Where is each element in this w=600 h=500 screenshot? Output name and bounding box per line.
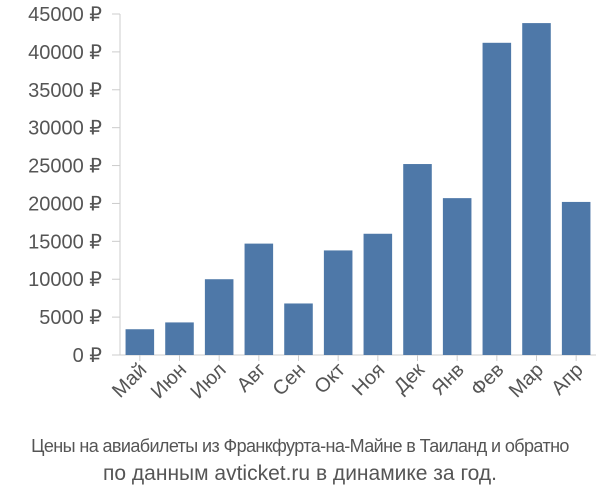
x-tick-label: Мар <box>505 359 548 402</box>
y-tick-label: 30000 ₽ <box>28 118 102 140</box>
bar-1 <box>125 329 155 355</box>
x-tick-label: Май <box>108 359 151 402</box>
x-tick-label: Фев <box>467 359 509 401</box>
bar-8 <box>403 164 432 355</box>
y-tick-label: 15000 ₽ <box>28 231 102 253</box>
chart-caption-line-1: Цены на авиабилеты из Франкфурта-на-Майн… <box>31 436 569 456</box>
x-tick-label: Дек <box>390 359 429 398</box>
x-tick-label: Июл <box>186 359 230 403</box>
x-tick-label: Апр <box>547 359 588 400</box>
y-tick-label: 45000 ₽ <box>28 4 102 26</box>
bar-9 <box>442 198 472 355</box>
bar-10 <box>482 42 512 355</box>
bar-7 <box>363 233 393 355</box>
y-tick-label: 35000 ₽ <box>28 80 102 102</box>
bar-2 <box>165 322 194 355</box>
bar-12 <box>561 201 591 355</box>
bar-5 <box>284 303 313 355</box>
y-tick-label: 40000 ₽ <box>28 42 102 64</box>
bar-4 <box>244 243 274 355</box>
x-tick-label: Ноя <box>348 359 389 400</box>
x-tick-label: Окт <box>310 359 349 398</box>
bar-chart: 0 ₽ 5000 ₽ 10000 ₽ 15000 ₽ 20000 ₽ 25000 ₽ 300… <box>28 4 596 403</box>
x-tick-label: Янв <box>428 359 469 400</box>
y-tick-label: 25000 ₽ <box>28 156 102 178</box>
x-tick-label: Июн <box>147 359 191 403</box>
bar-11 <box>522 23 551 356</box>
x-tick-label: Авг <box>233 359 271 397</box>
y-tick-label: 5000 ₽ <box>39 307 102 329</box>
y-tick-label: 0 ₽ <box>73 345 103 367</box>
chart-caption-line-2: по данным avticket.ru в динамике за год. <box>103 462 497 485</box>
x-tick-label: Сен <box>269 359 310 400</box>
y-tick-label: 20000 ₽ <box>28 193 102 215</box>
bar-3 <box>204 279 234 355</box>
bar-6 <box>323 250 353 355</box>
bar-group <box>125 23 591 356</box>
y-tick-label: 10000 ₽ <box>28 269 102 291</box>
y-tick-group: 0 ₽ 5000 ₽ 10000 ₽ 15000 ₽ 20000 ₽ 25000 ₽ 300… <box>28 4 120 367</box>
